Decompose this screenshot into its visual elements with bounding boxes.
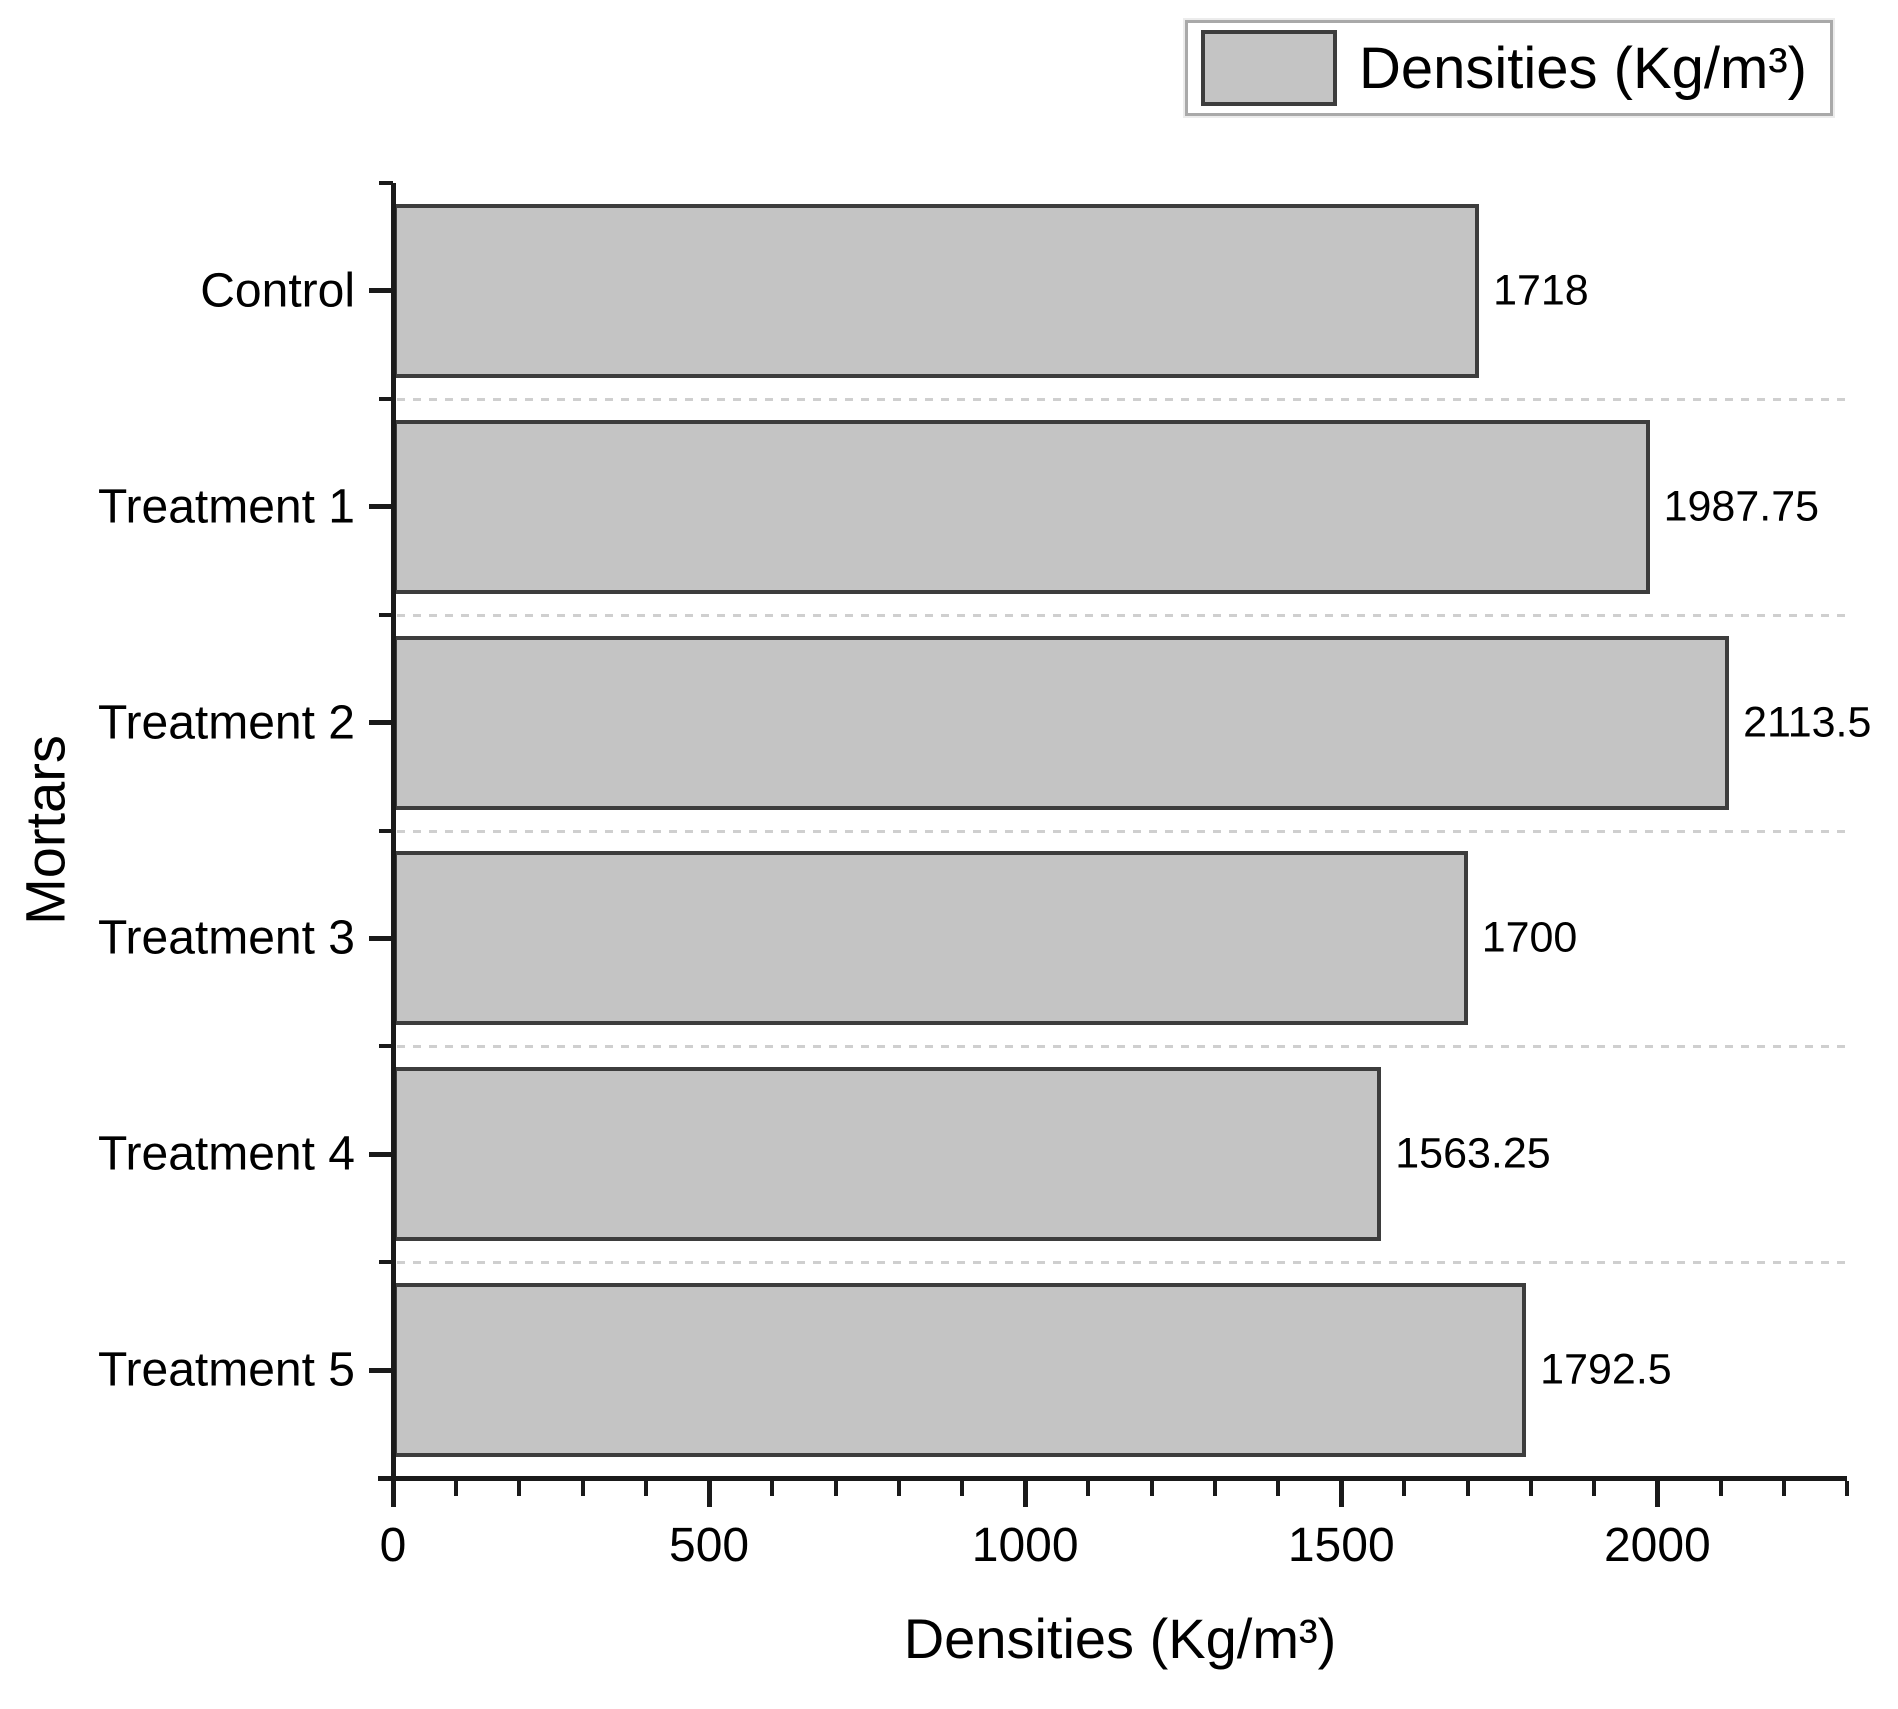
legend-swatch (1201, 30, 1337, 106)
x-tick-label: 2000 (1603, 1519, 1711, 1572)
category-separator-gridline (397, 1261, 1847, 1265)
category-separator-gridline (397, 613, 1847, 617)
y-major-tick (369, 504, 393, 510)
x-minor-tick (1845, 1481, 1849, 1496)
y-minor-tick (379, 612, 393, 617)
x-minor-tick (1781, 1481, 1786, 1496)
y-category-label: Treatment 5 (98, 1343, 355, 1397)
x-minor-tick (1465, 1481, 1470, 1496)
category-separator-gridline (397, 829, 1847, 833)
x-minor-tick (1528, 1481, 1533, 1496)
x-minor-tick (1718, 1481, 1723, 1496)
bar (393, 851, 1468, 1026)
y-minor-tick (379, 828, 393, 833)
legend-label: Densities (Kg/m³) (1359, 35, 1807, 101)
x-minor-tick (454, 1481, 459, 1496)
y-minor-tick (379, 181, 393, 185)
y-major-tick (369, 935, 393, 941)
y-major-tick (369, 720, 393, 726)
y-axis-title: Mortars (13, 735, 77, 925)
y-category-label: Treatment 2 (98, 696, 355, 750)
x-minor-tick (1086, 1481, 1091, 1496)
y-category-label: Treatment 3 (98, 911, 355, 965)
y-category-label: Treatment 1 (98, 480, 355, 534)
x-minor-tick (896, 1481, 901, 1496)
y-axis-line (391, 183, 396, 1503)
y-major-tick (369, 1151, 393, 1157)
bar (393, 1283, 1527, 1458)
y-major-tick (369, 288, 393, 294)
bar-value-label: 2113.5 (1743, 698, 1872, 747)
x-major-tick (1022, 1481, 1028, 1507)
x-major-tick (1654, 1481, 1660, 1507)
x-major-tick (706, 1481, 712, 1507)
y-category-label: Treatment 4 (98, 1127, 355, 1181)
x-minor-tick (643, 1481, 648, 1496)
x-minor-tick (1402, 1481, 1407, 1496)
x-tick-label: 1000 (971, 1519, 1079, 1572)
bar (393, 419, 1650, 594)
y-minor-tick (379, 1044, 393, 1049)
x-minor-tick (517, 1481, 522, 1496)
x-minor-tick (1276, 1481, 1281, 1496)
x-minor-tick (833, 1481, 838, 1496)
y-category-label: Control (200, 264, 355, 318)
x-tick-label: 1500 (1287, 1519, 1395, 1572)
category-separator-gridline (397, 397, 1847, 401)
bar (393, 635, 1730, 810)
bar (393, 1067, 1382, 1242)
bar (393, 203, 1480, 378)
x-minor-tick (1592, 1481, 1597, 1496)
y-major-tick (369, 1367, 393, 1373)
bar-value-label: 1987.75 (1663, 482, 1820, 531)
x-minor-tick (959, 1481, 964, 1496)
x-axis-title: Densities (Kg/m³) (903, 1607, 1337, 1670)
bar-value-label: 1718 (1493, 266, 1589, 315)
x-axis-line (378, 1476, 1847, 1481)
x-major-tick (1338, 1481, 1344, 1507)
x-minor-tick (1212, 1481, 1217, 1496)
x-minor-tick (1149, 1481, 1154, 1496)
y-minor-tick (379, 396, 393, 401)
x-tick-label: 500 (669, 1519, 750, 1572)
y-minor-tick (379, 1260, 393, 1265)
bar-value-label: 1792.5 (1540, 1345, 1672, 1394)
x-tick-label: 0 (379, 1519, 407, 1572)
legend: Densities (Kg/m³) (1185, 20, 1833, 116)
x-minor-tick (580, 1481, 585, 1496)
category-separator-gridline (397, 1045, 1847, 1049)
x-minor-tick (770, 1481, 775, 1496)
bar-value-label: 1563.25 (1395, 1129, 1551, 1178)
bar-value-label: 1700 (1481, 913, 1578, 962)
